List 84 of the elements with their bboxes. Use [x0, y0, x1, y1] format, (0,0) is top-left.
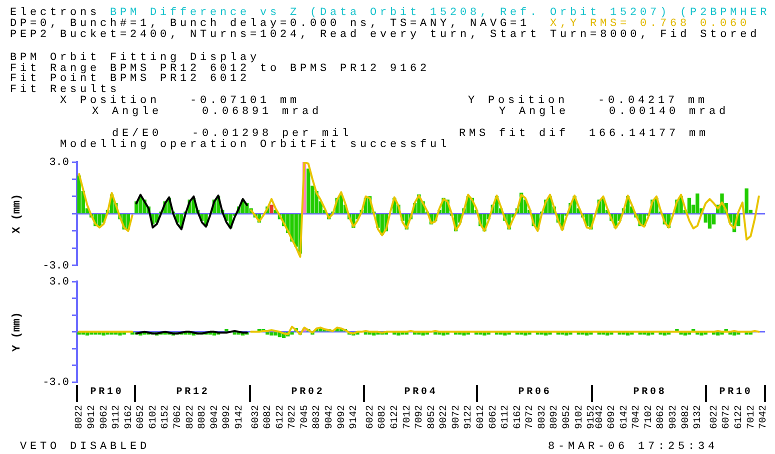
text: PEP2 Bucket=2400, NTurns=1024, Read every turn, Start Turn=8000, Fid Stored [10, 29, 760, 41]
x-tick-label: 9092 [336, 405, 348, 430]
x-tick-label: 8032 [312, 405, 324, 430]
x-tick-label: 8062 [656, 405, 668, 430]
x-tick-label: 6082 [263, 405, 274, 430]
x-tick-label: 7062 [172, 405, 184, 430]
x-tick-label: 9022 [439, 405, 450, 430]
x-tick-label: 9132 [693, 405, 704, 430]
text: Y Angle 0.00140 mrad [499, 106, 730, 118]
chart-title: BPM Difference vs Z (Data Orbit 15208, Ref. Orbit 15207) (P2BPMHER [110, 7, 770, 19]
x-tick-label: 7012 [746, 405, 758, 430]
x-tick-label: 7012 [402, 405, 414, 430]
x-tick-label: 9092 [222, 405, 234, 430]
x-tick-label: 9142 [349, 405, 360, 430]
x-tick-label: 7042 [758, 405, 770, 430]
x-tick-label: 6082 [378, 405, 389, 430]
x-tick-label: 8022 [185, 405, 196, 430]
x-tick-label: 9072 [451, 405, 462, 430]
text: X Position -0.07101 mm [60, 95, 300, 107]
x-tick-label: 7045 [300, 405, 311, 430]
y-tick-label: 3.0 [49, 156, 69, 169]
x-tick-label: 8032 [537, 405, 548, 430]
x-tick-label: 9042 [324, 405, 336, 430]
text: X,Y RMS= 0.768 0.060 [550, 18, 750, 30]
x-tick-label: 7092 [414, 405, 426, 430]
x-tick-label: 6152 [160, 405, 172, 430]
x-tick-label: 9032 [668, 405, 680, 430]
text: PR12 [176, 387, 210, 398]
x-tick-label: 6092 [607, 405, 618, 430]
text: Fit Results [10, 84, 120, 96]
text: 8-MAR-06 17:25:34 [548, 441, 718, 453]
x-tick-label: 9122 [464, 405, 475, 430]
x-tick-label: 9012 [86, 405, 98, 430]
x-tick-label: 9112 [112, 405, 123, 430]
x-tick-label: 8052 [426, 405, 438, 430]
x-tick-label: 9062 [99, 405, 110, 430]
y-tick-label: -3.0 [42, 376, 69, 389]
x-tick-label: 6062 [488, 405, 500, 430]
x-tick-label: 6012 [476, 405, 488, 430]
text: Modelling operation OrbitFit successful [60, 139, 450, 151]
text: BPM Orbit Fitting Display [10, 52, 260, 64]
y-tick-label: 3.0 [49, 276, 69, 289]
x-tick-label: 6072 [722, 405, 733, 430]
text: Fit Point BPMS PR12 6012 [10, 73, 250, 85]
x-tick-label: 6022 [365, 405, 376, 430]
text: PR04 [404, 387, 438, 398]
x-tick-label: 9142 [234, 405, 246, 430]
text: VETO DISABLED [20, 441, 150, 453]
x-tick-label: 6052 [136, 405, 148, 430]
x-tick-label: 6112 [500, 405, 512, 430]
text: RMS fit dif 166.14177 mm [459, 128, 710, 140]
text: X Angle 0.06891 mrad [92, 106, 322, 118]
text: PR10 [719, 387, 753, 398]
text: Electrons [10, 7, 100, 19]
x-tick-label: 6032 [250, 405, 262, 430]
text: PR02 [291, 387, 325, 398]
text: Y Position -0.04217 mm [468, 95, 708, 107]
x-tick-label: 7072 [525, 405, 536, 430]
y-axis-title: X (mm) [11, 194, 24, 234]
text: PR08 [633, 387, 667, 398]
y-tick-label: -3.0 [42, 260, 69, 272]
x-tick-label: 6122 [390, 405, 402, 430]
x-tick-label: 9162 [124, 405, 135, 430]
x-tick-label: 8082 [198, 405, 209, 430]
x-tick-label: 7022 [288, 405, 299, 430]
x-tick-label: 9082 [680, 405, 692, 430]
y-axis-title: Y (mm) [11, 312, 24, 352]
x-tick-label: 6162 [512, 405, 524, 430]
x-tick-label: 9102 [574, 405, 586, 430]
x-tick-label: 9052 [562, 405, 574, 430]
x-tick-label: 8022 [74, 405, 86, 430]
text: PR10 [90, 387, 124, 398]
x-tick-label: 6022 [709, 405, 720, 430]
x-tick-label: 6122 [275, 405, 286, 430]
x-tick-label: 6122 [734, 405, 746, 430]
x-tick-label: 9042 [210, 405, 221, 430]
x-tick-label: 7102 [644, 405, 655, 430]
x-tick-label: 7042 [632, 405, 643, 430]
text: PR06 [518, 387, 552, 398]
text: dE/E0 -0.01298 per mil [112, 128, 352, 140]
x-tick-label: 6142 [619, 405, 630, 430]
x-tick-label: 8092 [550, 405, 561, 430]
text: DP=0, Bunch#=1, Bunch delay=0.000 ns, TS=ANY, NAVG=1 [10, 18, 530, 30]
x-tick-label: 6102 [148, 405, 160, 430]
